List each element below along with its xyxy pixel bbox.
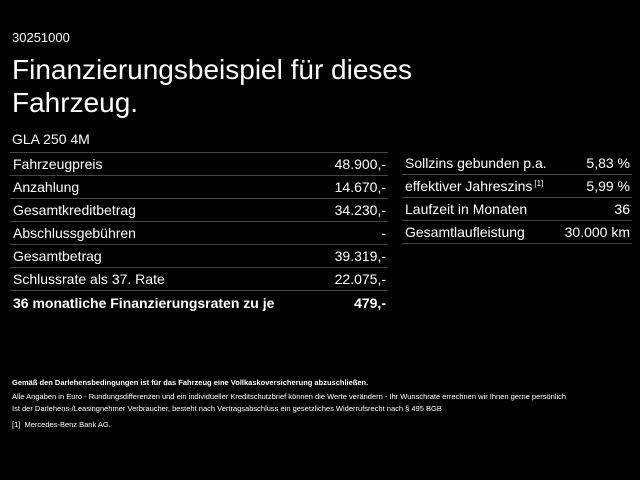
table-row: Schlussrate als 37. Rate 22.075,-	[10, 268, 388, 291]
notice: Gemäß den Darlehensbedingungen ist für d…	[12, 378, 369, 387]
value: 48.900,-	[334, 156, 386, 172]
value: 14.670,-	[334, 179, 386, 195]
table-row: Anzahlung 14.670,-	[10, 176, 388, 199]
label: Fahrzeugpreis	[13, 156, 103, 172]
value: 5,99 %	[586, 178, 630, 194]
footer-text: Ist der Darlehens-/Leasingnehmer Verbrau…	[12, 404, 442, 413]
value: 22.075,-	[334, 271, 386, 287]
table-row: Sollzins gebunden p.a. 5,83 %	[402, 152, 632, 175]
label: Gesamtbetrag	[13, 248, 102, 264]
footer-text: Alle Angaben in Euro - Rundungsdifferenz…	[12, 392, 567, 401]
table-row: Gesamtbetrag 39.319,-	[10, 245, 388, 268]
right-table: Sollzins gebunden p.a. 5,83 % effektiver …	[402, 152, 632, 244]
footnote-marker: [1]	[12, 420, 21, 429]
footnote: [1] Mercedes-Benz Bank AG.	[12, 420, 111, 429]
title: Finanzierungsbeispiel für dieses	[12, 54, 412, 85]
label: Gesamtkreditbetrag	[13, 202, 136, 218]
left-table: Fahrzeugpreis 48.900,- Anzahlung 14.670,- …	[10, 152, 388, 314]
table-row: Laufzeit in Monaten 36	[402, 198, 632, 221]
value: 39.319,-	[334, 248, 386, 264]
footnote-text: Mercedes-Benz Bank AG.	[24, 420, 111, 429]
code: 30251000	[12, 30, 70, 45]
label: Sollzins gebunden p.a.	[405, 155, 547, 171]
label: effektiver Jahreszins	[405, 178, 533, 194]
value: 30.000 km	[564, 224, 630, 240]
title: Fahrzeug.	[12, 87, 139, 118]
label: Anzahlung	[13, 179, 80, 195]
footnote-ref: [1]	[534, 179, 544, 188]
value: -	[381, 225, 386, 241]
label: Abschlussgebühren	[13, 225, 136, 241]
label: Laufzeit in Monaten	[405, 201, 528, 217]
label-wrap: effektiver Jahreszins [1]	[405, 178, 543, 194]
value: 34.230,-	[334, 202, 386, 218]
value: 36	[614, 201, 630, 217]
label: Schlussrate als 37. Rate	[13, 271, 165, 287]
table-row: Gesamtlaufleistung 30.000 km	[402, 221, 632, 244]
label: Gesamtlaufleistung	[405, 224, 525, 240]
table-row: effektiver Jahreszins [1] 5,99 %	[402, 175, 632, 198]
model: GLA 250 4M	[12, 131, 90, 147]
value: 479,-	[354, 294, 386, 311]
table-row: Fahrzeugpreis 48.900,-	[10, 153, 388, 176]
table-row: 36 monatliche Finanzierungsraten zu je 47…	[10, 291, 388, 314]
table-row: Abschlussgebühren -	[10, 222, 388, 245]
table-row: Gesamtkreditbetrag 34.230,-	[10, 199, 388, 222]
label: 36 monatliche Finanzierungsraten zu je	[13, 294, 275, 311]
value: 5,83 %	[586, 155, 630, 171]
